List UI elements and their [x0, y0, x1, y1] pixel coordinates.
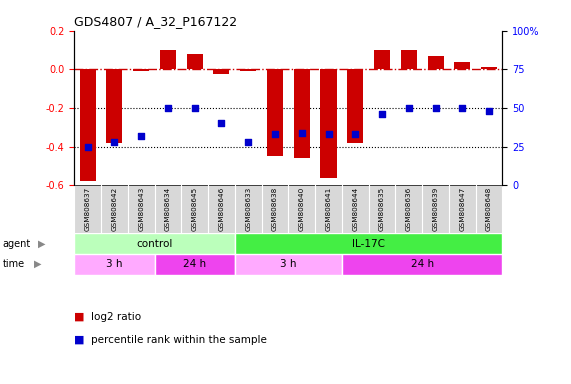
Bar [293, 70, 309, 158]
Text: ■: ■ [74, 312, 85, 322]
Text: GSM808644: GSM808644 [352, 187, 358, 231]
Point [485, 108, 494, 114]
Point [404, 105, 413, 111]
Bar [374, 50, 390, 70]
Bar [106, 70, 122, 143]
Point [136, 133, 146, 139]
Text: log2 ratio: log2 ratio [91, 312, 142, 322]
Text: GSM808643: GSM808643 [138, 187, 144, 231]
Bar [481, 68, 497, 70]
Text: agent: agent [3, 238, 31, 249]
Text: GSM808646: GSM808646 [219, 187, 224, 231]
Point [244, 139, 253, 145]
Bar [235, 233, 502, 254]
Point [217, 120, 226, 126]
Text: ■: ■ [74, 335, 85, 345]
Bar [401, 50, 417, 70]
Text: 24 h: 24 h [411, 259, 434, 269]
Bar [428, 56, 444, 70]
Text: GSM808640: GSM808640 [299, 187, 305, 231]
Text: GSM808638: GSM808638 [272, 187, 278, 231]
Text: GDS4807 / A_32_P167122: GDS4807 / A_32_P167122 [74, 15, 238, 28]
Text: GSM808645: GSM808645 [192, 187, 198, 231]
Point [458, 105, 467, 111]
Point [110, 139, 119, 145]
Bar [235, 254, 342, 275]
Text: 3 h: 3 h [106, 259, 123, 269]
Text: ▶: ▶ [38, 238, 46, 249]
Text: GSM808635: GSM808635 [379, 187, 385, 231]
Bar [240, 70, 256, 71]
Bar [455, 61, 471, 70]
Point [271, 131, 280, 137]
Text: percentile rank within the sample: percentile rank within the sample [91, 335, 267, 345]
Point [351, 131, 360, 137]
Text: GSM808637: GSM808637 [85, 187, 91, 231]
Text: GSM808633: GSM808633 [245, 187, 251, 231]
Text: GSM808636: GSM808636 [406, 187, 412, 231]
Bar [74, 233, 235, 254]
Bar [214, 70, 230, 74]
Text: GSM808642: GSM808642 [111, 187, 118, 231]
Bar [267, 70, 283, 156]
Bar [79, 70, 96, 181]
Text: GSM808634: GSM808634 [165, 187, 171, 231]
Text: GSM808648: GSM808648 [486, 187, 492, 231]
Text: time: time [3, 259, 25, 269]
Point [377, 111, 387, 117]
Text: GSM808641: GSM808641 [325, 187, 332, 231]
Text: control: control [136, 238, 172, 249]
Text: IL-17C: IL-17C [352, 238, 385, 249]
Bar [342, 254, 502, 275]
Bar [187, 54, 203, 70]
Bar [160, 50, 176, 70]
Text: 3 h: 3 h [280, 259, 296, 269]
Text: ▶: ▶ [34, 259, 42, 269]
Bar [133, 70, 149, 71]
Bar [320, 70, 336, 177]
Bar [155, 254, 235, 275]
Text: 24 h: 24 h [183, 259, 206, 269]
Text: GSM808647: GSM808647 [459, 187, 465, 231]
Point [83, 144, 92, 150]
Point [190, 105, 199, 111]
Point [163, 105, 172, 111]
Point [431, 105, 440, 111]
Bar [74, 254, 155, 275]
Point [324, 131, 333, 137]
Bar [347, 70, 363, 143]
Point [297, 130, 306, 136]
Text: GSM808639: GSM808639 [433, 187, 439, 231]
